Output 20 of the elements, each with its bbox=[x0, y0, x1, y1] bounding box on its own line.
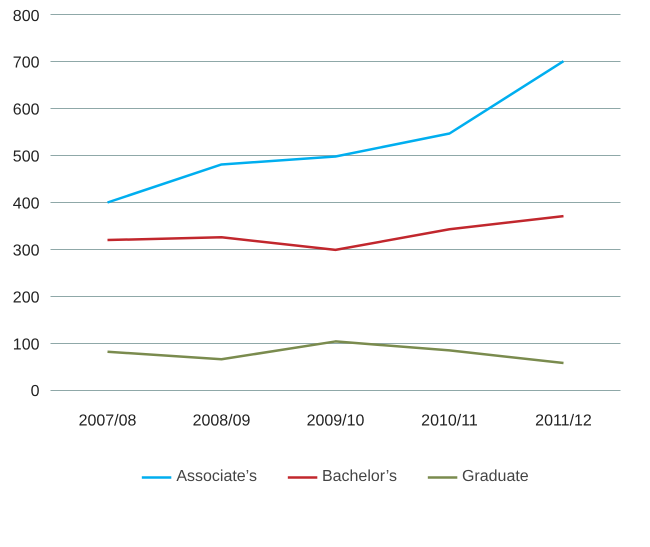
y-tick-label: 100 bbox=[12, 336, 40, 354]
legend-label: Associate’s bbox=[176, 468, 257, 486]
y-tick-label: 600 bbox=[12, 102, 40, 119]
line-series bbox=[106, 340, 565, 364]
x-tick-label: 2009/10 bbox=[306, 412, 365, 430]
y-tick-label: 700 bbox=[12, 54, 40, 72]
legend-label: Bachelor’s bbox=[322, 468, 397, 486]
legend-label: Graduate bbox=[462, 468, 529, 486]
x-tick-label: 2010/11 bbox=[421, 412, 478, 430]
line-series bbox=[106, 60, 565, 204]
y-tick-label: 500 bbox=[12, 148, 40, 166]
y-tick-label: 0 bbox=[30, 383, 40, 400]
y-tick-label: 200 bbox=[12, 289, 40, 306]
y-tick-label: 300 bbox=[12, 242, 40, 260]
y-tick-label: 400 bbox=[12, 196, 40, 212]
line-series bbox=[106, 214, 565, 252]
x-tick-label: 2011/12 bbox=[535, 412, 592, 430]
y-tick-label: 800 bbox=[12, 8, 40, 25]
x-tick-label: 2007/08 bbox=[78, 412, 137, 430]
x-tick-label: 2008/09 bbox=[192, 412, 251, 430]
